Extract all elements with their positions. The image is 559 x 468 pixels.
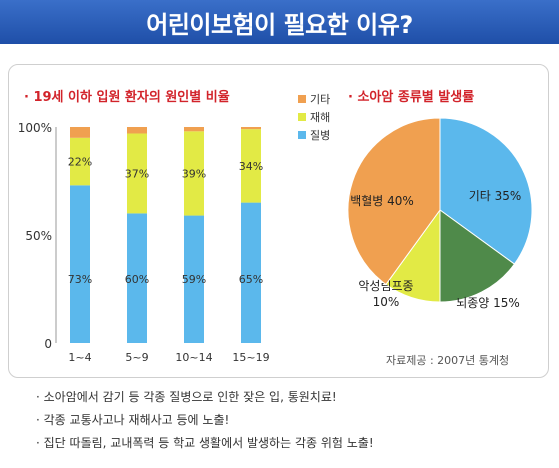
- notes-list: · 소아암에서 감기 등 각종 질병으로 인한 잦은 입, 통원치료! · 각종…: [36, 388, 374, 457]
- bar-segment: [241, 129, 261, 203]
- data-label: 34%: [239, 160, 263, 173]
- y-tick-label: 0: [44, 337, 52, 351]
- slice-label: 악성림프종: [358, 279, 413, 293]
- slice-label: 기타 35%: [469, 189, 522, 203]
- note-item: · 소아암에서 감기 등 각종 질병으로 인한 잦은 입, 통원치료!: [36, 390, 337, 404]
- data-label: 60%: [125, 273, 149, 286]
- source-credit: 자료제공 : 2007년 통계청: [386, 354, 510, 367]
- y-tick-label: 50%: [25, 229, 52, 243]
- legend-item-accident: 재해: [298, 108, 330, 126]
- legend-item-disease: 질병: [298, 126, 330, 144]
- slice-value: 10%: [373, 295, 400, 309]
- bar-segment: [70, 185, 90, 343]
- slice-label: 백혈병 40%: [350, 194, 414, 208]
- x-tick-label: 1~4: [68, 351, 91, 364]
- note-item: · 집단 따돌림, 교내폭력 등 학교 생활에서 발생하는 각종 위험 노출!: [36, 436, 374, 450]
- x-tick-label: 5~9: [125, 351, 148, 364]
- bar-chart-legend: 기타 재해 질병: [298, 90, 330, 144]
- legend-item-other: 기타: [298, 90, 330, 108]
- data-label: 65%: [239, 273, 263, 286]
- data-label: 73%: [68, 273, 92, 286]
- note-item: · 각종 교통사고나 재해사고 등에 노출!: [36, 413, 230, 427]
- bar-segment: [241, 202, 261, 343]
- legend-swatch: [298, 113, 306, 121]
- bar-segment: [70, 137, 90, 186]
- slice-label: 뇌종양 15%: [456, 296, 520, 310]
- title-banner: 어린이보험이 필요한 이유?: [0, 0, 559, 44]
- bar-segment: [127, 127, 147, 134]
- legend-label: 기타: [310, 93, 331, 106]
- x-tick-label: 15~19: [232, 351, 269, 364]
- bar-chart-title: · 19세 이하 입원 환자의 원인별 비율: [24, 90, 230, 105]
- pie-slice: [347, 117, 441, 286]
- bar-segment: [184, 131, 204, 216]
- data-label: 37%: [125, 167, 149, 180]
- legend-label: 질병: [310, 129, 331, 142]
- bar-segment: [127, 213, 147, 343]
- legend-swatch: [298, 131, 306, 139]
- legend-swatch: [298, 95, 306, 103]
- bar-segment: [70, 127, 90, 138]
- data-label: 39%: [182, 167, 206, 180]
- legend-label: 재해: [310, 111, 331, 124]
- x-tick-label: 10~14: [175, 351, 212, 364]
- page-title: 어린이보험이 필요한 이유?: [146, 11, 413, 39]
- bar-segment: [184, 215, 204, 343]
- bar-segment: [241, 127, 261, 130]
- data-label: 59%: [182, 273, 206, 286]
- pie-chart-title: · 소아암 종류별 발생률: [348, 90, 475, 105]
- pie-slice: [439, 209, 516, 303]
- bar-segment: [184, 127, 204, 132]
- y-tick-label: 100%: [18, 121, 52, 135]
- bar-segment: [127, 133, 147, 214]
- data-label: 22%: [68, 156, 92, 169]
- pie-slice: [439, 117, 533, 265]
